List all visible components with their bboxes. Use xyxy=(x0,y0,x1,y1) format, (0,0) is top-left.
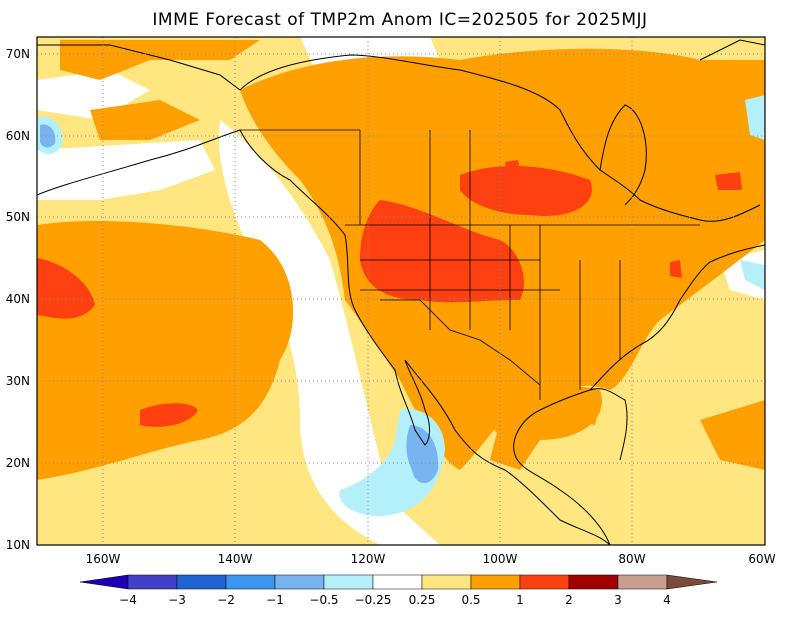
lon-label: 120W xyxy=(351,552,386,566)
lon-label: 160W xyxy=(86,552,121,566)
colorbar-segment xyxy=(274,574,325,590)
colorbar-segment xyxy=(470,574,521,590)
great-plains-hot xyxy=(360,200,524,303)
lat-label: 70N xyxy=(6,47,30,61)
colorbar-segment xyxy=(127,574,178,590)
lat-label: 30N xyxy=(6,374,30,388)
map-title: IMME Forecast of TMP2m Anom IC=202505 fo… xyxy=(152,10,648,30)
colorbar-label: 3 xyxy=(614,593,622,607)
colorbar-label: −0.5 xyxy=(309,593,338,607)
political-borders xyxy=(240,129,700,400)
prairies-hot xyxy=(460,165,592,216)
colorbar-label: −2 xyxy=(217,593,235,607)
colorbar-label: 2 xyxy=(565,593,573,607)
colorbar-arrow-low xyxy=(79,574,129,590)
colorbar-segment xyxy=(519,574,570,590)
colorbar-label: 1 xyxy=(516,593,524,607)
lat-label: 40N xyxy=(6,292,30,306)
lat-label: 60N xyxy=(6,129,30,143)
lon-axis: 160W 140W 120W 100W 80W 60W xyxy=(86,552,776,566)
colorbar-segment xyxy=(372,574,423,590)
colorbar-label: 0.25 xyxy=(409,593,436,607)
neutral-pacific xyxy=(219,120,440,545)
colorbar-segment xyxy=(421,574,472,590)
neutral-bering xyxy=(37,70,150,120)
colorbar-segment xyxy=(225,574,276,590)
colorbar-label: −0.25 xyxy=(355,593,392,607)
anomaly-field xyxy=(37,37,765,545)
colorbar-label: −3 xyxy=(168,593,186,607)
lon-label: 100W xyxy=(483,552,518,566)
pacific-warm xyxy=(37,220,294,481)
lat-label: 20N xyxy=(6,456,30,470)
lon-label: 140W xyxy=(218,552,253,566)
colorbar-segment xyxy=(568,574,619,590)
colorbar-label: 0.5 xyxy=(461,593,480,607)
colorbar-arrow-high xyxy=(666,574,718,590)
colorbar-label: 4 xyxy=(663,593,671,607)
colorbar: −4 −3 −2 −1 −0.5 −0.25 0.25 0.5 1 2 3 4 xyxy=(79,574,718,607)
lat-label: 10N xyxy=(6,538,30,552)
colorbar-segment xyxy=(323,574,374,590)
graticule xyxy=(37,37,765,545)
lon-label: 60W xyxy=(748,552,775,566)
lon-label: 80W xyxy=(618,552,645,566)
colorbar-label: −1 xyxy=(266,593,284,607)
neutral-alaska-gulf xyxy=(37,140,215,200)
colorbar-label: −4 xyxy=(119,593,137,607)
lat-label: 50N xyxy=(6,210,30,224)
colorbar-segment xyxy=(176,574,227,590)
lat-axis: 70N 60N 50N 40N 30N 20N 10N xyxy=(6,47,30,552)
colorbar-segment xyxy=(617,574,668,590)
map-frame xyxy=(36,36,766,546)
